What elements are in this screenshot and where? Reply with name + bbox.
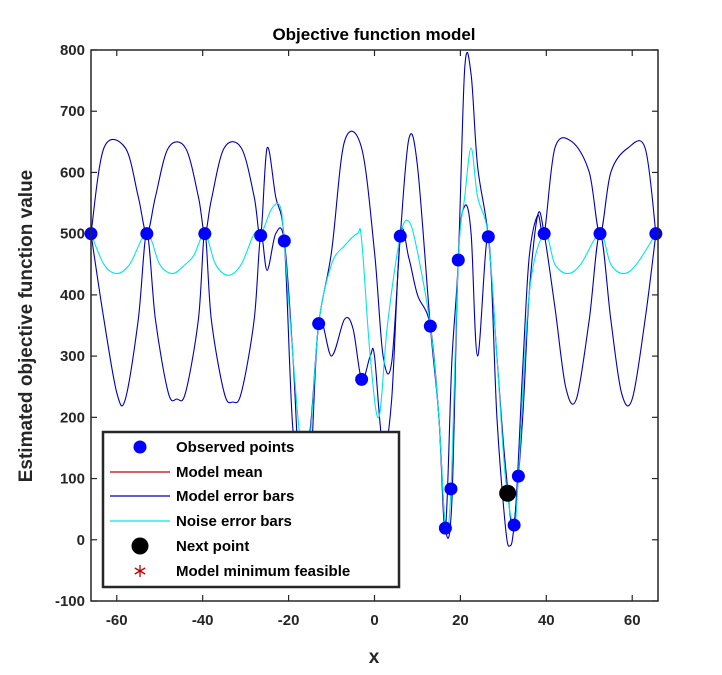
legend-model-minimum-label: Model minimum feasible [176,563,350,580]
y-tick-label: 0 [77,532,85,549]
legend-noise-error-bars-label: Noise error bars [176,513,292,530]
x-tick-label: -60 [106,612,128,629]
legend-model-mean-label: Model mean [176,464,263,481]
x-tick-label: 40 [538,612,555,629]
observed-point [140,227,154,241]
y-tick-label: 400 [60,287,85,304]
observed-point [254,229,268,243]
x-tick-label: -40 [192,612,214,629]
chart-title: Objective function model [272,25,475,44]
legend: Observed points Model mean Model error bar… [101,430,401,589]
y-axis-title: Estimated objective function value [16,170,37,483]
observed-point [507,518,521,532]
legend-next-point-marker [131,537,149,555]
observed-point [444,482,458,496]
observed-point [511,469,525,483]
y-tick-label: 500 [60,226,85,243]
y-tick-label: 200 [60,409,85,426]
legend-model-error-bars-label: Model error bars [176,488,294,505]
legend-model-minimum-marker [134,565,146,577]
noise-error-line [91,147,657,534]
x-tick-label: 0 [370,612,378,629]
y-tick-label: 300 [60,348,85,365]
y-tick-label: 700 [60,103,85,120]
x-axis-title: x [369,647,380,668]
x-tick-label: 20 [452,612,469,629]
legend-observed-marker [133,440,147,454]
points-layer [84,227,663,535]
y-tick-label: -100 [55,593,85,610]
observed-point [355,372,369,386]
next-point-marker [499,484,517,502]
axes-layer: -60 -40 -20 0 20 40 60 -100 0 100 200 300 400 500 600 7… [55,42,659,629]
y-tick-label: 600 [60,164,85,181]
y-tick-label: 800 [60,42,85,59]
legend-star-stroke [134,567,146,575]
observed-point [451,253,465,267]
legend-box [101,430,401,589]
observed-point [198,227,212,241]
y-tick-label: 100 [60,471,85,488]
observed-point [481,230,495,244]
legend-observed-points-label: Observed points [176,439,294,456]
observed-point [423,319,437,333]
x-tick-label: -20 [278,612,300,629]
legend-next-point-label: Next point [176,538,249,555]
series-layer [91,52,657,547]
observed-point [393,229,407,243]
x-tick-label: 60 [624,612,641,629]
observed-point [593,227,607,241]
model-error-upper-line [91,52,657,530]
observed-point [438,521,452,535]
observed-point [277,234,291,248]
observed-point [312,317,326,331]
model-error-lower-line [91,204,657,547]
observed-point [537,227,551,241]
